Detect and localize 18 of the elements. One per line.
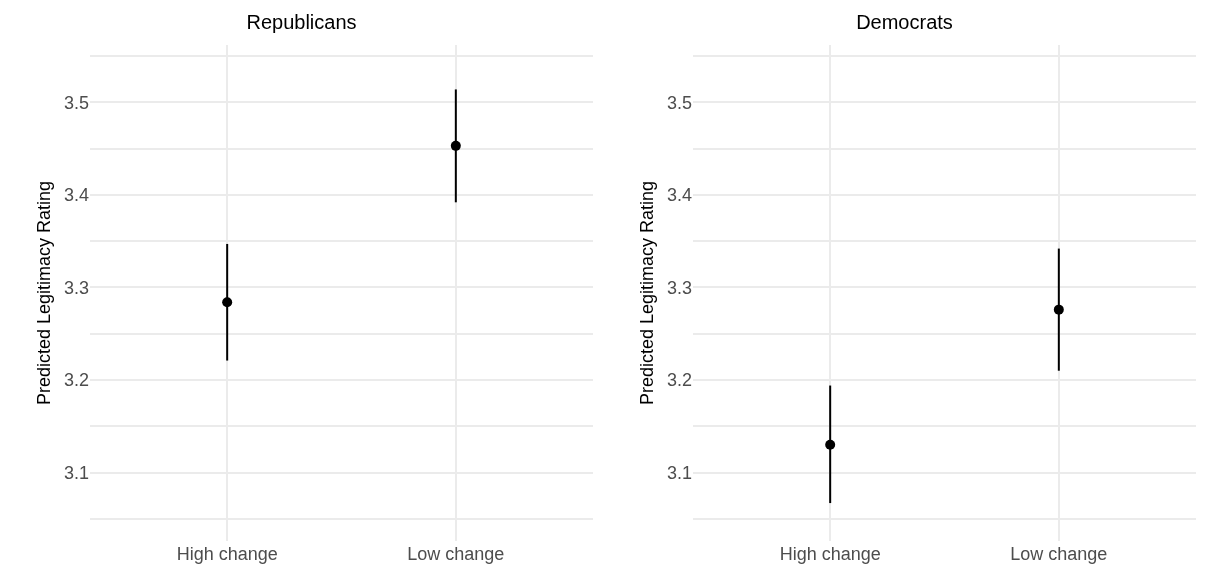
y-tick-label: 3.4 (666, 185, 692, 206)
x-tick-label: Low change (407, 544, 505, 564)
y-tick-label: 3.2 (63, 370, 89, 391)
y-tick-label: 3.2 (666, 370, 692, 391)
y-axis-title: Predicted Legitimacy Rating (34, 180, 55, 406)
x-tick-label: High change (176, 544, 278, 564)
y-tick-label: 3.4 (63, 185, 89, 206)
x-tick-label: Low change (1010, 544, 1108, 564)
y-axis-title: Predicted Legitimacy Rating (637, 180, 658, 406)
y-tick-label: 3.1 (63, 462, 89, 483)
y-tick-label: 3.3 (63, 277, 89, 298)
y-tick-label: 3.3 (666, 277, 692, 298)
chart-title: Republicans (246, 10, 357, 33)
x-tick-label: High change (779, 544, 881, 564)
y-tick-label: 3.5 (666, 92, 692, 113)
chart-title: Democrats (856, 10, 953, 33)
y-tick-label: 3.5 (63, 92, 89, 113)
y-tick-label: 3.1 (666, 462, 692, 483)
